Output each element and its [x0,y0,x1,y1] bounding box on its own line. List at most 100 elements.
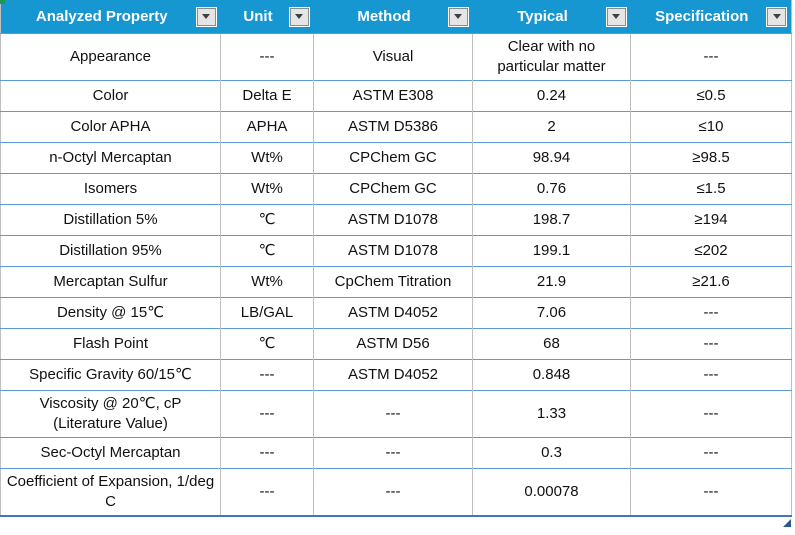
table-cell[interactable]: 98.94 [472,142,631,174]
table-body: Appearance --- Visual Clear with no particu… [0,33,792,516]
table-cell[interactable]: ASTM E308 [313,80,473,112]
chevron-down-icon [612,14,620,19]
table-cell[interactable]: --- [220,390,314,438]
table-cell[interactable]: Wt% [220,142,314,174]
table-cell[interactable]: Wt% [220,266,314,298]
table-cell[interactable]: Mercaptan Sulfur [0,266,221,298]
table-cell[interactable]: --- [220,437,314,469]
properties-table: Analyzed Property Unit Method Typical Specif… [0,0,792,517]
table-cell[interactable]: ℃ [220,235,314,267]
table-cell[interactable]: --- [630,297,792,329]
table-cell[interactable]: 199.1 [472,235,631,267]
table-row: Specific Gravity 60/15℃ --- ASTM D4052 0.84… [0,359,792,391]
table-cell[interactable]: ℃ [220,328,314,360]
table-row: Mercaptan Sulfur Wt% CpChem Titration 21.9 ≥… [0,266,792,298]
table-cell[interactable]: --- [630,328,792,360]
table-cell[interactable]: Color APHA [0,111,221,143]
table-cell[interactable]: Viscosity @ 20℃, cP (Literature Value) [0,390,221,438]
table-cell[interactable]: Delta E [220,80,314,112]
table-cell[interactable]: APHA [220,111,314,143]
table-cell[interactable]: 21.9 [472,266,631,298]
table-row: Color APHA APHA ASTM D5386 2 ≤10 [0,111,792,143]
table-cell[interactable]: --- [220,468,314,516]
filter-dropdown-button[interactable] [767,7,786,26]
table-row: n-Octyl Mercaptan Wt% CPChem GC 98.94 ≥98.5 [0,142,792,174]
table-cell[interactable]: CpChem Titration [313,266,473,298]
column-header-label: Analyzed Property [35,8,168,25]
table-cell[interactable]: ℃ [220,204,314,236]
table-cell[interactable]: CPChem GC [313,173,473,205]
table-cell[interactable]: Isomers [0,173,221,205]
table-cell[interactable]: --- [220,359,314,391]
table-cell[interactable]: 0.848 [472,359,631,391]
table-cell[interactable]: Specific Gravity 60/15℃ [0,359,221,391]
filter-dropdown-button[interactable] [196,7,216,26]
table-cell[interactable]: ASTM D1078 [313,235,473,267]
table-cell[interactable]: --- [630,359,792,391]
table-cell[interactable]: Density @ 15℃ [0,297,221,329]
table-cell[interactable]: 1.33 [472,390,631,438]
table-cell[interactable]: --- [630,437,792,469]
column-header-label: Method [357,8,411,25]
filter-dropdown-button[interactable] [289,7,309,26]
table-cell[interactable]: Wt% [220,173,314,205]
column-header-method: Method [313,0,473,34]
table-row: Distillation 95% ℃ ASTM D1078 199.1 ≤202 [0,235,792,267]
column-header-label: Typical [517,8,568,25]
table-cell[interactable]: 0.76 [472,173,631,205]
table-cell[interactable]: 2 [472,111,631,143]
table-row: Color Delta E ASTM E308 0.24 ≤0.5 [0,80,792,112]
filter-dropdown-button[interactable] [606,7,626,26]
chevron-down-icon [202,14,210,19]
table-cell[interactable]: ASTM D1078 [313,204,473,236]
table-cell[interactable]: --- [630,390,792,438]
table-cell[interactable]: Visual [313,33,473,81]
table-cell[interactable]: --- [630,468,792,516]
table-cell[interactable]: ASTM D4052 [313,359,473,391]
table-row: Viscosity @ 20℃, cP (Literature Value) --… [0,390,792,438]
column-header-unit: Unit [220,0,314,34]
table-cell[interactable]: ≥98.5 [630,142,792,174]
table-cell[interactable]: ≤10 [630,111,792,143]
column-header-typical: Typical [472,0,631,34]
table-cell[interactable]: CPChem GC [313,142,473,174]
table-cell[interactable]: ASTM D56 [313,328,473,360]
table-cell[interactable]: --- [313,390,473,438]
table-cell[interactable]: ≤202 [630,235,792,267]
chevron-down-icon [295,14,303,19]
table-cell[interactable]: Distillation 5% [0,204,221,236]
table-cell[interactable]: Distillation 95% [0,235,221,267]
table-cell[interactable]: ≥21.6 [630,266,792,298]
table-cell[interactable]: 68 [472,328,631,360]
table-cell[interactable]: ASTM D4052 [313,297,473,329]
table-resize-handle[interactable] [783,519,791,527]
chevron-down-icon [772,14,781,19]
table-cell[interactable]: --- [630,33,792,81]
table-cell[interactable]: 0.00078 [472,468,631,516]
filter-dropdown-button[interactable] [448,7,468,26]
corner-accent [0,0,5,4]
table-cell[interactable]: --- [220,33,314,81]
table-row: Density @ 15℃ LB/GAL ASTM D4052 7.06 --- [0,297,792,329]
table-cell[interactable]: Appearance [0,33,221,81]
column-header-analyzed-property: Analyzed Property [0,0,221,34]
table-cell[interactable]: 0.3 [472,437,631,469]
table-cell[interactable]: 198.7 [472,204,631,236]
table-cell[interactable]: n-Octyl Mercaptan [0,142,221,174]
table-cell[interactable]: --- [313,437,473,469]
table-cell[interactable]: Sec-Octyl Mercaptan [0,437,221,469]
table-cell[interactable]: ≤1.5 [630,173,792,205]
table-cell[interactable]: 7.06 [472,297,631,329]
table-cell[interactable]: 0.24 [472,80,631,112]
table-cell[interactable]: ASTM D5386 [313,111,473,143]
table-cell[interactable]: ≤0.5 [630,80,792,112]
table-cell[interactable]: Flash Point [0,328,221,360]
table-cell[interactable]: --- [313,468,473,516]
table-cell[interactable]: Coefficient of Expansion, 1/deg C [0,468,221,516]
table-row: Isomers Wt% CPChem GC 0.76 ≤1.5 [0,173,792,205]
table-cell[interactable]: ≥194 [630,204,792,236]
table-cell[interactable]: Clear with no particular matter [472,33,631,81]
table-cell[interactable]: Color [0,80,221,112]
table-cell[interactable]: LB/GAL [220,297,314,329]
